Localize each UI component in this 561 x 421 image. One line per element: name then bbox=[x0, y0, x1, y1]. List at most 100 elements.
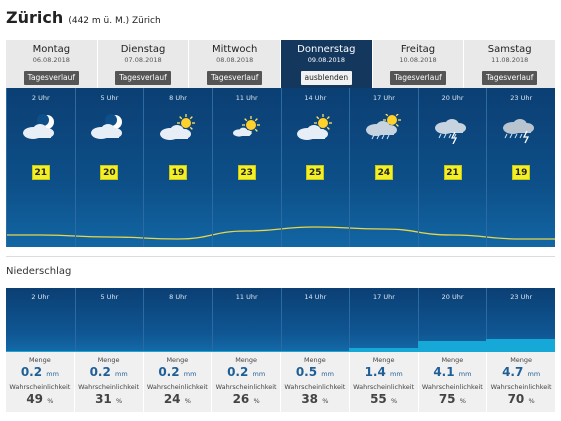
amount-label: Menge bbox=[441, 356, 464, 364]
precip-probability: 55 % bbox=[350, 392, 418, 408]
forecast-hour-label: 11 Uhr bbox=[235, 94, 258, 102]
cloud-rain-icon bbox=[364, 111, 404, 144]
precip-probability: 38 % bbox=[281, 392, 349, 408]
day-date: 06.08.2018 bbox=[32, 56, 70, 64]
day-tab-samstag[interactable]: Samstag 11.08.2018 Tagesverlauf bbox=[464, 40, 556, 88]
temperature-badge: 23 bbox=[237, 165, 256, 180]
precip-probability-unit: % bbox=[47, 397, 54, 405]
moon-partly-cloudy-icon bbox=[89, 114, 129, 144]
forecast-hour-column: 8 Uhr 19 bbox=[143, 88, 212, 247]
precip-hour-label: 20 Uhr bbox=[441, 293, 464, 301]
probability-label: Wahrscheinlichkeit bbox=[215, 383, 277, 391]
precip-probability-value: 38 bbox=[301, 392, 319, 406]
probability-label: Wahrscheinlichkeit bbox=[353, 383, 415, 391]
precip-stat-cell: Menge 0.2 mm Wahrscheinlichkeit 49 % bbox=[6, 352, 75, 412]
amount-label: Menge bbox=[510, 356, 533, 364]
day-tabs: Montag 06.08.2018 Tagesverlauf Dienstag 07.0… bbox=[6, 40, 556, 94]
precip-hour-label: 11 Uhr bbox=[235, 293, 258, 301]
forecast-hour-column: 11 Uhr 23 bbox=[211, 88, 281, 247]
precip-probability-unit: % bbox=[459, 397, 466, 405]
precip-probability: 24 % bbox=[144, 392, 212, 408]
precip-probability: 75 % bbox=[419, 392, 487, 408]
amount-label: Menge bbox=[28, 356, 51, 364]
precip-hour-label: 5 Uhr bbox=[100, 293, 119, 301]
location-detail: (442 m ü. M.) Zürich bbox=[68, 16, 161, 26]
probability-label: Wahrscheinlichkeit bbox=[490, 383, 552, 391]
precip-bar bbox=[417, 340, 487, 352]
thunderstorm-rain-icon bbox=[501, 114, 541, 144]
day-detail-button[interactable]: Tagesverlauf bbox=[23, 71, 80, 85]
forecast-hour-column: 2 Uhr 21 bbox=[6, 88, 75, 247]
day-name: Mittwoch bbox=[211, 44, 258, 55]
precip-amount-value: 1.4 bbox=[364, 365, 386, 379]
precipitation-chart: 2 Uhr 5 Uhr 8 Uhr 11 Uhr 14 Uhr 17 Uhr 20 Uhr 2… bbox=[6, 288, 555, 352]
precip-amount-value: 4.1 bbox=[433, 365, 455, 379]
probability-label: Wahrscheinlichkeit bbox=[284, 383, 346, 391]
day-detail-button[interactable]: Tagesverlauf bbox=[206, 71, 263, 85]
moon-partly-cloudy-icon bbox=[21, 114, 61, 144]
precipitation-heading: Niederschlag bbox=[6, 266, 72, 277]
forecast-hour-label: 8 Uhr bbox=[169, 94, 187, 102]
precip-amount: 1.4 mm bbox=[350, 365, 418, 381]
forecast-hour-column: 14 Uhr 25 bbox=[280, 88, 350, 247]
temperature-badge: 21 bbox=[31, 165, 50, 180]
day-detail-button[interactable]: Tagesverlauf bbox=[481, 71, 538, 85]
day-tab-freitag[interactable]: Freitag 10.08.2018 Tagesverlauf bbox=[372, 40, 465, 88]
day-tab-donnerstag[interactable]: Donnerstag 09.08.2018 ausblenden bbox=[281, 40, 373, 94]
day-detail-button[interactable]: Tagesverlauf bbox=[115, 71, 171, 85]
day-name: Samstag bbox=[487, 44, 532, 55]
precip-probability-unit: % bbox=[528, 397, 535, 405]
probability-label: Wahrscheinlichkeit bbox=[9, 383, 71, 391]
hide-day-button[interactable]: ausblenden bbox=[300, 71, 353, 85]
forecast-hour-label: 2 Uhr bbox=[31, 94, 50, 102]
precip-hour-column: 2 Uhr bbox=[6, 288, 75, 352]
precip-probability: 26 % bbox=[212, 392, 280, 408]
precip-amount-unit: mm bbox=[252, 370, 266, 378]
precip-hour-column: 14 Uhr bbox=[280, 288, 350, 352]
precip-hour-label: 17 Uhr bbox=[372, 293, 395, 301]
precip-probability-unit: % bbox=[184, 397, 191, 405]
precip-probability-value: 26 bbox=[232, 392, 250, 406]
precip-amount-unit: mm bbox=[458, 370, 472, 378]
day-detail-button[interactable]: Tagesverlauf bbox=[390, 71, 446, 85]
precipitation-stats: Menge 0.2 mm Wahrscheinlichkeit 49 % Menge 0.… bbox=[6, 352, 555, 412]
precip-hour-column: 5 Uhr bbox=[74, 288, 144, 352]
day-date: 09.08.2018 bbox=[307, 56, 345, 64]
temperature-badge: 19 bbox=[169, 165, 188, 180]
precip-probability-value: 31 bbox=[95, 392, 112, 406]
precip-hour-column: 20 Uhr bbox=[417, 288, 487, 352]
precip-probability-unit: % bbox=[253, 397, 260, 405]
sun-partly-cloudy-icon bbox=[158, 114, 198, 144]
precip-amount: 0.2 mm bbox=[75, 365, 143, 381]
precip-bar bbox=[486, 339, 555, 352]
forecast-hour-label: 5 Uhr bbox=[100, 94, 119, 102]
precip-amount-value: 0.2 bbox=[158, 365, 180, 379]
precip-bar bbox=[349, 348, 418, 352]
precip-probability-unit: % bbox=[390, 397, 398, 405]
precip-stat-cell: Menge 1.4 mm Wahrscheinlichkeit 55 % bbox=[349, 352, 419, 412]
precip-amount-value: 4.7 bbox=[502, 365, 524, 379]
precip-amount-value: 0.2 bbox=[227, 365, 249, 379]
precip-amount-unit: mm bbox=[115, 370, 128, 378]
precip-stat-cell: Menge 4.7 mm Wahrscheinlichkeit 70 % bbox=[487, 352, 555, 412]
precip-hour-label: 23 Uhr bbox=[510, 293, 533, 301]
precip-amount-value: 0.2 bbox=[89, 365, 111, 379]
precip-hour-label: 8 Uhr bbox=[169, 293, 187, 301]
precip-amount: 0.2 mm bbox=[144, 365, 212, 381]
probability-label: Wahrscheinlichkeit bbox=[146, 383, 208, 391]
precip-stat-cell: Menge 0.5 mm Wahrscheinlichkeit 38 % bbox=[281, 352, 350, 412]
precip-stat-cell: Menge 4.1 mm Wahrscheinlichkeit 75 % bbox=[418, 352, 488, 412]
precip-probability-value: 75 bbox=[438, 392, 456, 406]
location-title: Zürich (442 m ü. M.) Zürich bbox=[6, 8, 161, 27]
forecast-hour-column: 20 Uhr 21 bbox=[417, 88, 487, 247]
precip-hour-label: 14 Uhr bbox=[304, 293, 327, 301]
precip-amount-unit: mm bbox=[46, 370, 59, 378]
day-tab-mittwoch[interactable]: Mittwoch 08.08.2018 Tagesverlauf bbox=[189, 40, 282, 88]
amount-label: Menge bbox=[235, 356, 258, 364]
amount-label: Menge bbox=[166, 356, 189, 364]
forecast-hour-label: 17 Uhr bbox=[372, 94, 395, 102]
day-tab-dienstag[interactable]: Dienstag 07.08.2018 Tagesverlauf bbox=[97, 40, 190, 88]
day-name: Freitag bbox=[400, 44, 436, 55]
section-divider bbox=[6, 256, 555, 257]
day-tab-montag[interactable]: Montag 06.08.2018 Tagesverlauf bbox=[6, 40, 98, 88]
